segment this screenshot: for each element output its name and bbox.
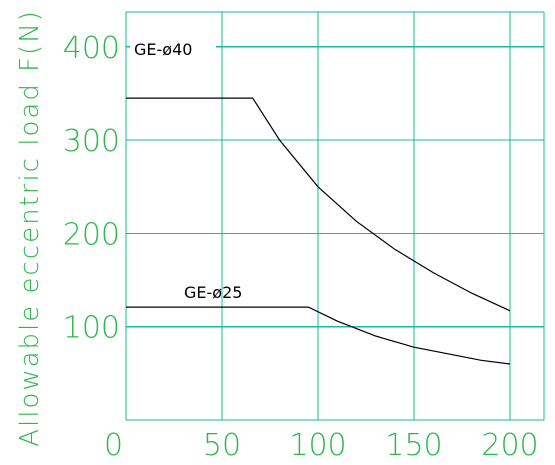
series-label-1: GE-ø40 xyxy=(134,40,192,59)
x-tick-label: 100 xyxy=(289,428,346,463)
x-tick-label: 200 xyxy=(481,428,538,463)
series-label-background xyxy=(130,40,216,60)
x-tick-label: 0 xyxy=(104,428,123,463)
y-tick-label: 200 xyxy=(63,217,120,252)
grid xyxy=(125,11,545,421)
series-line-2 xyxy=(126,306,511,365)
series-line-1 xyxy=(126,97,511,312)
x-tick-label: 50 xyxy=(203,428,241,463)
y-tick-label: 400 xyxy=(63,31,120,66)
x-tick-label: 150 xyxy=(385,428,442,463)
y-tick-label: 300 xyxy=(63,124,120,159)
tick-labels: GE-ø40 GE-ø25 0 50 100 150 200 100 200 300 400 xyxy=(63,31,539,463)
y-axis-label: Allowable eccentric load F(N) xyxy=(15,9,45,447)
series-label-2: GE-ø25 xyxy=(184,283,242,302)
y-tick-label: 100 xyxy=(63,311,120,346)
curves xyxy=(126,97,511,365)
